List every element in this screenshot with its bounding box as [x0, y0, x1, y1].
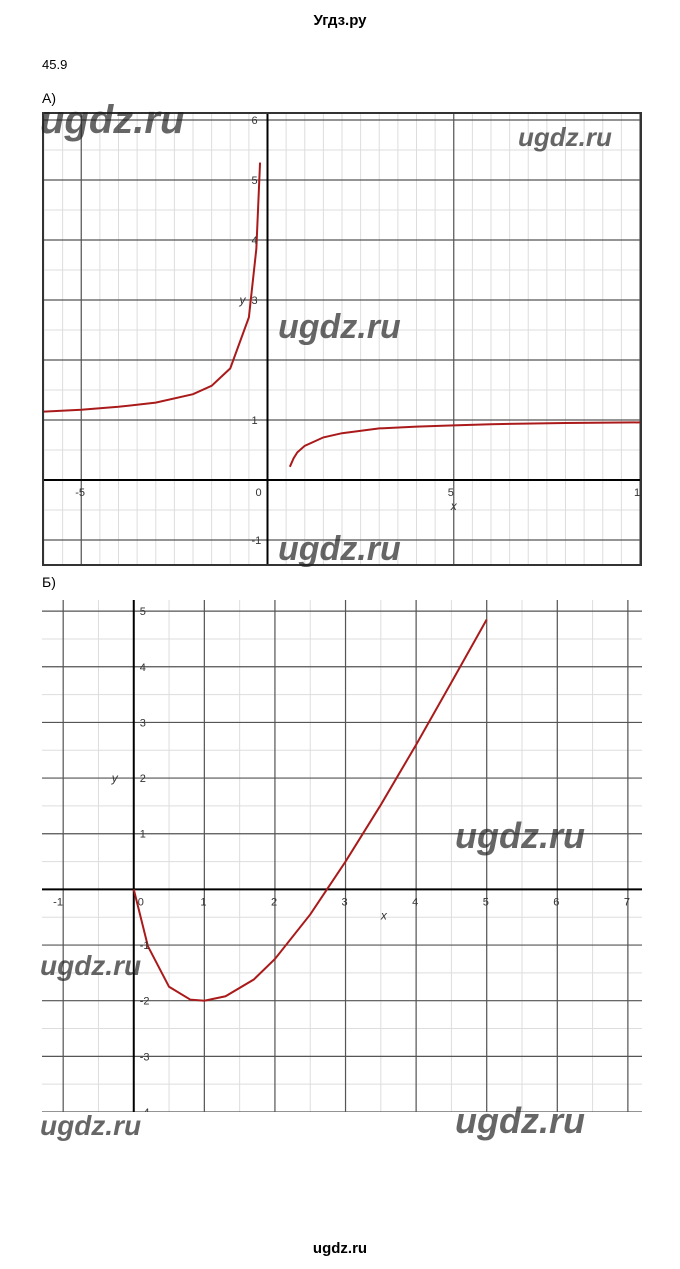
- svg-text:5: 5: [483, 896, 489, 908]
- svg-text:3: 3: [140, 717, 146, 729]
- svg-text:0: 0: [138, 896, 144, 908]
- svg-text:-3: -3: [140, 1051, 150, 1063]
- svg-text:x: x: [380, 908, 388, 922]
- svg-text:1: 1: [200, 896, 206, 908]
- svg-text:0: 0: [256, 487, 262, 499]
- svg-text:-1: -1: [252, 535, 262, 547]
- svg-text:-2: -2: [140, 996, 150, 1008]
- watermark: ugdz.ru: [278, 308, 401, 347]
- svg-text:5: 5: [140, 606, 146, 618]
- watermark: ugdz.ru: [40, 950, 141, 982]
- svg-text:6: 6: [553, 896, 559, 908]
- svg-text:-5: -5: [75, 487, 85, 499]
- svg-text:7: 7: [624, 896, 630, 908]
- part-b-label: Б): [0, 566, 680, 596]
- svg-text:1: 1: [252, 415, 258, 427]
- watermark: ugdz.ru: [40, 1110, 141, 1142]
- svg-text:1: 1: [140, 829, 146, 841]
- watermark: ugdz.ru: [455, 815, 585, 857]
- svg-text:10: 10: [634, 487, 640, 499]
- svg-text:2: 2: [271, 896, 277, 908]
- svg-text:5: 5: [448, 487, 454, 499]
- svg-text:6: 6: [252, 115, 258, 127]
- svg-text:x: x: [450, 499, 458, 513]
- svg-text:3: 3: [342, 896, 348, 908]
- svg-text:-4: -4: [140, 1107, 150, 1112]
- svg-text:4: 4: [140, 662, 146, 674]
- watermark: ugdz.ru: [40, 98, 184, 143]
- page-footer: ugdz.ru: [0, 1240, 680, 1257]
- svg-text:y: y: [111, 771, 119, 785]
- svg-text:2: 2: [140, 773, 146, 785]
- watermark: ugdz.ru: [518, 122, 612, 153]
- svg-text:-1: -1: [140, 940, 150, 952]
- svg-text:4: 4: [252, 235, 258, 247]
- watermark: ugdz.ru: [455, 1100, 585, 1142]
- watermark: ugdz.ru: [278, 530, 401, 569]
- svg-text:4: 4: [412, 896, 418, 908]
- svg-text:-1: -1: [53, 896, 63, 908]
- problem-number: 45.9: [0, 37, 680, 82]
- page-header: Угдз.ру: [0, 0, 680, 37]
- svg-text:3: 3: [252, 295, 258, 307]
- svg-text:y: y: [239, 293, 247, 307]
- svg-text:5: 5: [252, 175, 258, 187]
